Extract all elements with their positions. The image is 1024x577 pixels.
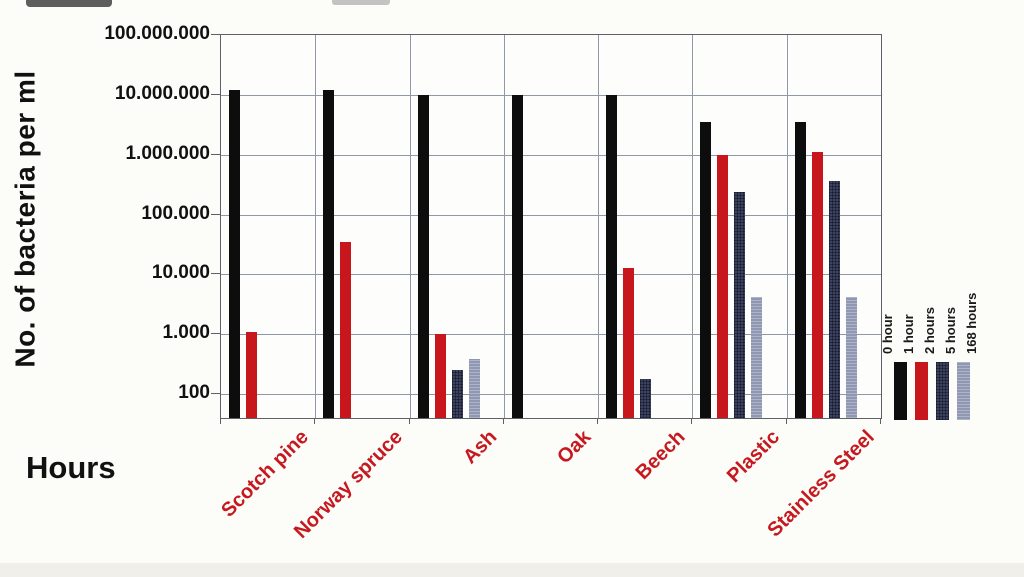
y-tick-label: 100.000.000: [104, 23, 210, 44]
x-tick-mark: [880, 418, 881, 424]
y-tick-label: 1.000: [162, 322, 210, 344]
bar: [434, 334, 446, 418]
y-tick-mark: [211, 34, 220, 35]
y-gridline: [221, 274, 881, 276]
category-separator: [315, 35, 317, 418]
legend-entry: 0 hour: [880, 258, 912, 420]
bar: [323, 90, 335, 418]
legend-swatch: [978, 362, 991, 420]
y-gridline: [221, 394, 881, 396]
category-label: Plastic: [722, 426, 785, 488]
y-axis-title: No. of bacteria per ml: [6, 14, 46, 424]
x-tick-mark: [597, 418, 599, 424]
legend-entry-label: 1 hour: [901, 314, 916, 354]
bar: [828, 180, 840, 418]
y-gridline: [221, 334, 881, 336]
legend-swatch: [915, 362, 928, 420]
legend-entry: 5 hours: [943, 258, 975, 420]
bar: [340, 241, 352, 418]
x-tick-mark: [314, 418, 316, 424]
legend-entry-label: 168 hours: [964, 292, 979, 354]
legend-entry: 2 hours: [922, 258, 954, 420]
legend-entry-label: 0 hour: [880, 314, 895, 354]
category-label: Ash: [458, 426, 502, 469]
y-tick-mark: [211, 393, 220, 395]
legend-swatch: [936, 362, 949, 420]
x-tick-mark: [691, 418, 693, 424]
legend-entry: 168 hours: [964, 258, 996, 420]
category-label: Oak: [553, 426, 596, 469]
legend-entry-label: 5 hours: [943, 307, 958, 354]
y-gridline: [221, 214, 881, 216]
y-tick-label: 100.000: [141, 202, 210, 224]
y-tick-mark: [211, 333, 220, 335]
category-separator: [503, 35, 505, 418]
y-tick-mark: [211, 93, 220, 95]
category-separator: [692, 35, 694, 418]
bar: [717, 154, 729, 418]
bar: [246, 331, 257, 418]
legend-swatch: [894, 362, 907, 420]
category-separator: [598, 35, 600, 418]
category-separator: [786, 35, 788, 418]
y-tick-label: 10.000: [151, 262, 210, 284]
plot-area: [220, 34, 882, 419]
y-tick-label: 100: [178, 382, 210, 404]
y-gridline: [221, 94, 881, 96]
y-gridline: [221, 154, 881, 156]
y-tick-label: 1.000.000: [125, 142, 210, 164]
x-tick-mark: [502, 418, 504, 424]
scan-smudge-artifact: [332, 0, 390, 5]
bar: [468, 359, 480, 418]
x-axis-title: Hours: [26, 450, 116, 485]
bar: [811, 152, 823, 418]
scan-edge-artifact: [0, 563, 1024, 577]
legend-swatch: [957, 362, 970, 420]
bar: [640, 378, 652, 418]
x-tick-mark: [785, 418, 787, 424]
category-label: Beech: [631, 426, 690, 485]
x-tick-mark: [408, 418, 410, 424]
y-tick-label: 10.000.000: [114, 82, 210, 104]
y-tick-mark: [211, 273, 220, 275]
bar: [700, 122, 712, 418]
bar: [417, 94, 429, 418]
bar: [751, 296, 763, 418]
scan-smudge-artifact: [26, 0, 112, 7]
bar: [845, 296, 857, 418]
x-tick-mark: [220, 418, 221, 424]
bar: [606, 94, 618, 418]
bar: [511, 94, 523, 418]
y-tick-mark: [211, 153, 220, 155]
legend-entry-label: 2 hours: [922, 307, 937, 354]
legend: 0 hour 1 hour 2 hours 5 hours 168 hours: [880, 258, 996, 420]
bar: [734, 191, 746, 418]
bar: [451, 370, 463, 418]
y-axis-title-text: No. of bacteria per ml: [10, 70, 42, 368]
bar: [794, 122, 806, 418]
category-label: Scotch pine: [216, 426, 313, 522]
legend-entry: 1 hour: [901, 258, 933, 420]
y-tick-mark: [211, 213, 220, 215]
bar: [229, 90, 240, 418]
category-separator: [409, 35, 411, 418]
bar: [623, 267, 635, 418]
